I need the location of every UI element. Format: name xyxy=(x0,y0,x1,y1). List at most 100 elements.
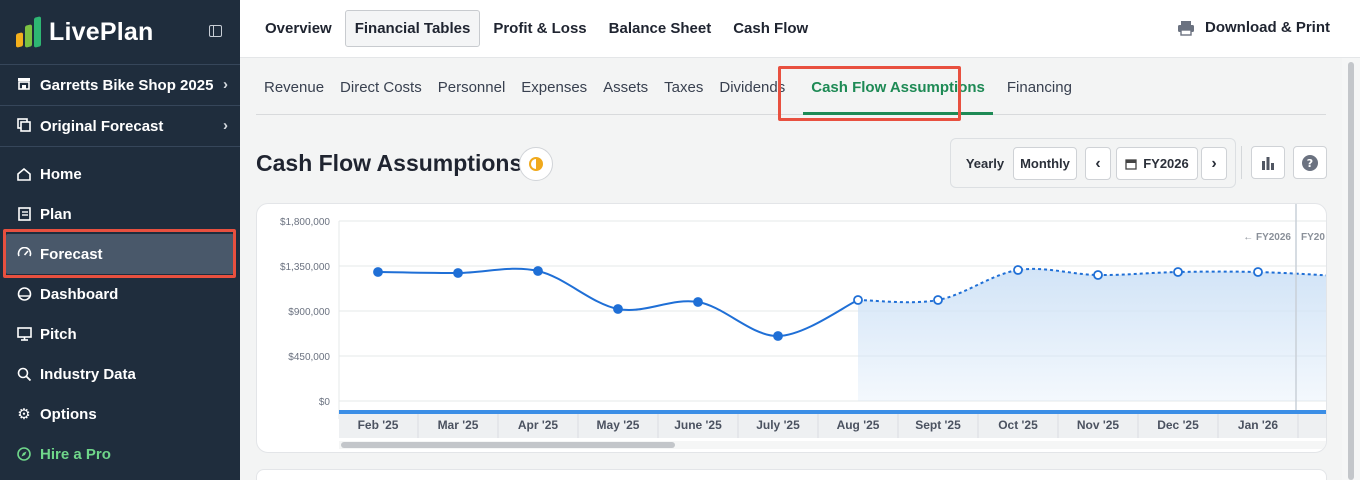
sidebar-item-options[interactable]: ⚙ Options xyxy=(0,394,240,434)
x-tick-label: Jan '26 xyxy=(1238,418,1279,432)
data-point xyxy=(453,268,463,278)
sidebar-item-home[interactable]: Home xyxy=(0,154,240,194)
x-tick-label: Apr '25 xyxy=(518,418,559,432)
next-year-button[interactable]: › xyxy=(1201,147,1227,180)
pitch-icon xyxy=(16,327,32,341)
subtab-taxes[interactable]: Taxes xyxy=(664,79,704,96)
subtab-dividends[interactable]: Dividends xyxy=(719,79,786,96)
compass-icon xyxy=(16,447,32,461)
company-name: Garretts Bike Shop 2025 xyxy=(40,76,214,94)
top-nav: Overview Financial Tables Profit & Loss … xyxy=(240,0,1360,58)
highlight-box-forecast xyxy=(3,229,236,278)
sidebar-item-pitch[interactable]: Pitch xyxy=(0,314,240,354)
store-icon xyxy=(16,77,32,93)
sidebar-item-label: Pitch xyxy=(40,325,77,343)
cash-flow-chart: $1,800,000 $1,350,000 $900,000 $450,000 $0 ← … xyxy=(280,204,1326,449)
previous-year-button[interactable]: ‹ xyxy=(1085,147,1111,180)
sidebar-item-label: Options xyxy=(40,405,97,423)
sidebar-item-label: Industry Data xyxy=(40,365,136,383)
data-point xyxy=(613,304,623,314)
chart-scrollbar-thumb[interactable] xyxy=(341,442,675,448)
x-tick-label: July '25 xyxy=(756,418,800,432)
sidebar-item-label: Home xyxy=(40,165,82,183)
subtab-financing[interactable]: Financing xyxy=(1006,79,1072,96)
data-point xyxy=(853,295,863,305)
x-tick-label: Sept '25 xyxy=(915,418,961,432)
chart-toggle-button[interactable] xyxy=(1251,146,1285,179)
sidebar-item-label: Plan xyxy=(40,205,72,223)
sidebar-item-dashboard[interactable]: Dashboard xyxy=(0,274,240,314)
financial-table-subtabs: Revenue Direct Costs Personnel Expenses … xyxy=(256,72,1326,115)
completion-status-icon[interactable] xyxy=(519,147,553,181)
data-point xyxy=(773,331,783,341)
actual-line xyxy=(377,267,859,338)
x-axis-band xyxy=(339,410,1326,414)
help-button[interactable]: ? xyxy=(1293,146,1327,179)
tab-cash-flow[interactable]: Cash Flow xyxy=(733,20,809,37)
monthly-button[interactable]: Monthly xyxy=(1013,147,1077,180)
x-tick-label: Aug '25 xyxy=(837,418,880,432)
data-point xyxy=(1253,267,1263,277)
yearly-button[interactable]: Yearly xyxy=(965,156,1005,171)
download-print-label: Download & Print xyxy=(1205,19,1330,36)
subtab-revenue[interactable]: Revenue xyxy=(264,79,325,96)
logo[interactable]: LivePlan xyxy=(0,0,240,64)
chevron-left-icon: ‹ xyxy=(1095,154,1101,172)
forecast-icon xyxy=(16,247,32,261)
logo-mark-icon xyxy=(16,16,41,48)
x-tick-label: June '25 xyxy=(674,418,722,432)
highlight-box-cash-flow-assumptions xyxy=(778,66,961,121)
sidebar-nav: Home Plan Forecast Dashboard Pitch Indus… xyxy=(0,146,240,474)
sidebar-item-plan[interactable]: Plan xyxy=(0,194,240,234)
industry-data-icon xyxy=(16,367,32,381)
subtab-direct-costs[interactable]: Direct Costs xyxy=(340,79,422,96)
help-icon: ? xyxy=(1302,154,1318,171)
data-point xyxy=(1093,270,1103,280)
fiscal-year-annotation: FY20 xyxy=(1301,232,1325,243)
data-point xyxy=(933,295,943,305)
tab-profit-loss[interactable]: Profit & Loss xyxy=(493,20,587,37)
download-print-button[interactable]: Download & Print xyxy=(1177,19,1330,36)
y-tick-label: $1,800,000 xyxy=(280,217,330,228)
subtab-cash-flow-assumptions[interactable]: Cash Flow Assumptions xyxy=(803,72,993,115)
printer-icon xyxy=(1178,20,1194,36)
home-icon xyxy=(16,167,32,181)
tab-financial-tables[interactable]: Financial Tables xyxy=(344,10,481,47)
dashboard-icon xyxy=(16,287,32,301)
plan-icon xyxy=(16,207,32,221)
table-card xyxy=(256,469,1327,480)
data-point xyxy=(1013,265,1023,275)
forecast-selector[interactable]: Original Forecast › xyxy=(0,105,240,146)
tab-balance-sheet[interactable]: Balance Sheet xyxy=(608,20,712,37)
chevron-right-icon: › xyxy=(1211,154,1217,172)
chart-scrollbar-track xyxy=(339,441,1326,449)
data-point xyxy=(693,297,703,307)
sidebar-item-industry-data[interactable]: Industry Data xyxy=(0,354,240,394)
fiscal-year-selector[interactable]: FY2026 xyxy=(1116,147,1198,180)
sidebar-item-label: Forecast xyxy=(40,245,103,263)
sidebar-item-label: Hire a Pro xyxy=(40,445,111,463)
x-tick-label: Feb '25 xyxy=(358,418,399,432)
subtab-expenses[interactable]: Expenses xyxy=(521,79,588,96)
gear-icon: ⚙ xyxy=(17,406,31,423)
sidebar-item-hire-a-pro[interactable]: Hire a Pro xyxy=(0,434,240,474)
subtab-assets[interactable]: Assets xyxy=(603,79,649,96)
sidebar-item-forecast[interactable]: Forecast xyxy=(6,234,234,274)
chevron-right-icon: › xyxy=(223,117,228,134)
sidebar-item-label: Dashboard xyxy=(40,285,119,303)
x-axis-label-band xyxy=(339,414,1326,438)
sidebar-collapse-icon[interactable] xyxy=(209,25,222,37)
svg-text:?: ? xyxy=(1307,157,1313,170)
logo-text: LivePlan xyxy=(49,17,154,46)
page-title: Cash Flow Assumptions xyxy=(256,150,523,176)
forecast-version: Original Forecast xyxy=(40,117,164,135)
company-selector[interactable]: Garretts Bike Shop 2025 › xyxy=(0,64,240,105)
fiscal-year-label: FY2026 xyxy=(1143,156,1189,171)
subtab-personnel[interactable]: Personnel xyxy=(437,79,506,96)
tab-overview[interactable]: Overview xyxy=(265,20,332,37)
fiscal-year-annotation: ← FY2026 xyxy=(1243,232,1291,243)
x-tick-label: Mar '25 xyxy=(438,418,479,432)
projection-area xyxy=(858,268,1326,401)
controls-divider xyxy=(1241,146,1242,179)
page-scrollbar[interactable] xyxy=(1342,58,1360,480)
